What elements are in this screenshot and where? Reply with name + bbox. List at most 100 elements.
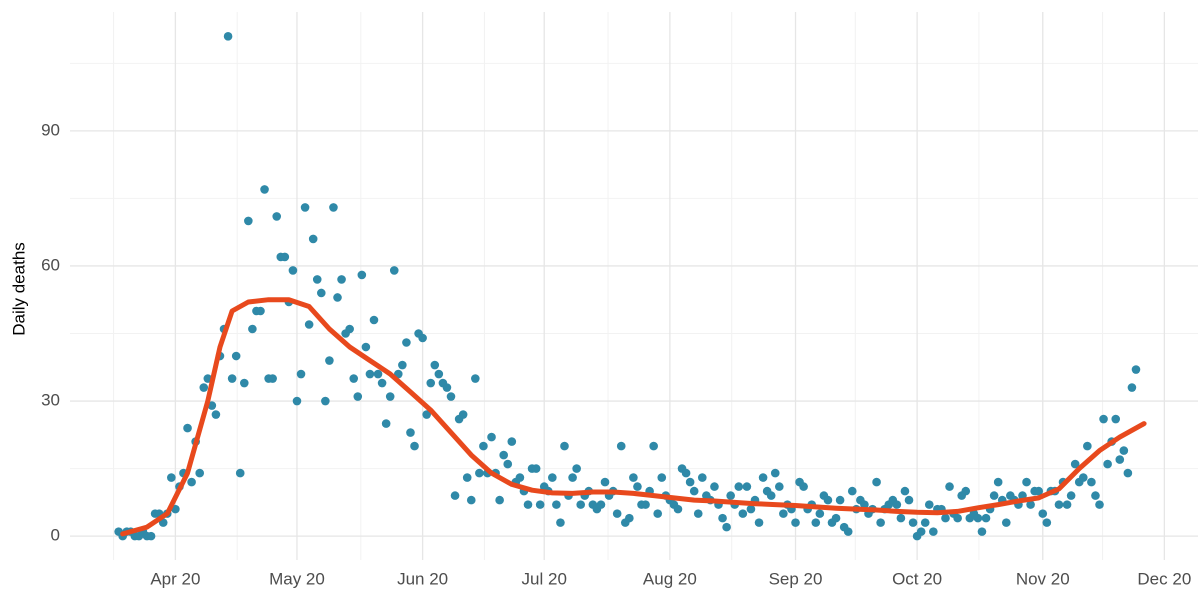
point	[402, 338, 411, 347]
point	[1078, 473, 1088, 482]
point	[235, 468, 245, 478]
point	[535, 500, 545, 509]
point	[458, 410, 468, 419]
y-tick-label: 90	[41, 120, 60, 139]
trend-line	[120, 297, 1147, 537]
point	[1127, 383, 1137, 392]
point	[920, 518, 930, 527]
point	[612, 509, 622, 518]
point	[649, 441, 658, 451]
point	[1091, 491, 1100, 500]
point	[847, 486, 857, 496]
point	[406, 428, 415, 437]
point	[722, 522, 731, 532]
point	[892, 500, 902, 509]
point	[1103, 459, 1112, 469]
point	[961, 486, 971, 496]
point	[1115, 455, 1125, 464]
point	[1038, 509, 1048, 518]
point	[904, 495, 914, 505]
x-tick-label: Jun 20	[397, 569, 448, 588]
point	[248, 324, 257, 334]
point	[726, 491, 735, 500]
point	[466, 495, 476, 505]
point	[450, 491, 460, 500]
point	[697, 473, 707, 482]
point	[758, 473, 768, 482]
point	[556, 518, 565, 527]
point	[754, 518, 764, 527]
point	[187, 477, 196, 487]
point	[146, 531, 156, 541]
point	[349, 374, 359, 383]
point	[941, 513, 950, 523]
point	[770, 468, 780, 478]
point	[600, 477, 610, 487]
point	[495, 495, 504, 505]
point	[312, 275, 322, 284]
point	[742, 482, 752, 491]
x-tick-label: Apr 20	[150, 569, 200, 588]
point	[479, 441, 488, 451]
point	[568, 473, 577, 482]
point	[685, 477, 695, 487]
point	[507, 437, 517, 446]
point	[434, 369, 444, 379]
point	[596, 500, 606, 509]
point	[1001, 518, 1011, 527]
point	[268, 374, 277, 383]
point	[389, 266, 399, 275]
point	[531, 464, 541, 473]
point	[369, 315, 379, 325]
point	[211, 410, 221, 419]
point	[1070, 459, 1080, 469]
point	[426, 378, 436, 388]
y-tick-label: 30	[41, 391, 60, 410]
point	[908, 518, 918, 527]
point	[1131, 365, 1141, 374]
point	[418, 333, 427, 343]
point	[499, 450, 508, 460]
point	[560, 441, 569, 451]
point	[183, 423, 192, 433]
point	[381, 419, 391, 428]
point	[353, 392, 363, 401]
point	[641, 500, 650, 509]
point	[442, 383, 452, 392]
point	[835, 495, 845, 505]
point	[304, 320, 314, 329]
point	[329, 203, 338, 212]
point	[231, 351, 241, 361]
point	[244, 216, 253, 226]
point	[775, 482, 784, 491]
point	[693, 509, 703, 518]
point	[653, 509, 663, 518]
point	[718, 513, 727, 523]
y-tick-label: 0	[51, 526, 60, 545]
point	[345, 324, 354, 334]
point	[333, 293, 342, 302]
point	[552, 500, 561, 509]
point	[633, 482, 642, 491]
point	[1099, 414, 1108, 424]
point	[503, 459, 513, 469]
point	[689, 486, 699, 496]
point	[977, 527, 987, 536]
point	[831, 513, 841, 523]
x-tick-label: Dec 20	[1137, 569, 1191, 588]
point	[1026, 500, 1035, 509]
point	[361, 342, 371, 352]
point	[1119, 446, 1129, 455]
point	[321, 396, 330, 406]
point	[993, 477, 1003, 487]
point	[385, 392, 395, 401]
point	[1087, 477, 1096, 487]
x-tick-label: Jul 20	[522, 569, 567, 588]
point	[746, 504, 756, 514]
point	[260, 185, 269, 194]
point	[475, 468, 484, 478]
point	[548, 473, 557, 482]
y-axis-label: Daily deaths	[9, 242, 28, 336]
point	[929, 527, 938, 536]
point	[365, 369, 375, 379]
